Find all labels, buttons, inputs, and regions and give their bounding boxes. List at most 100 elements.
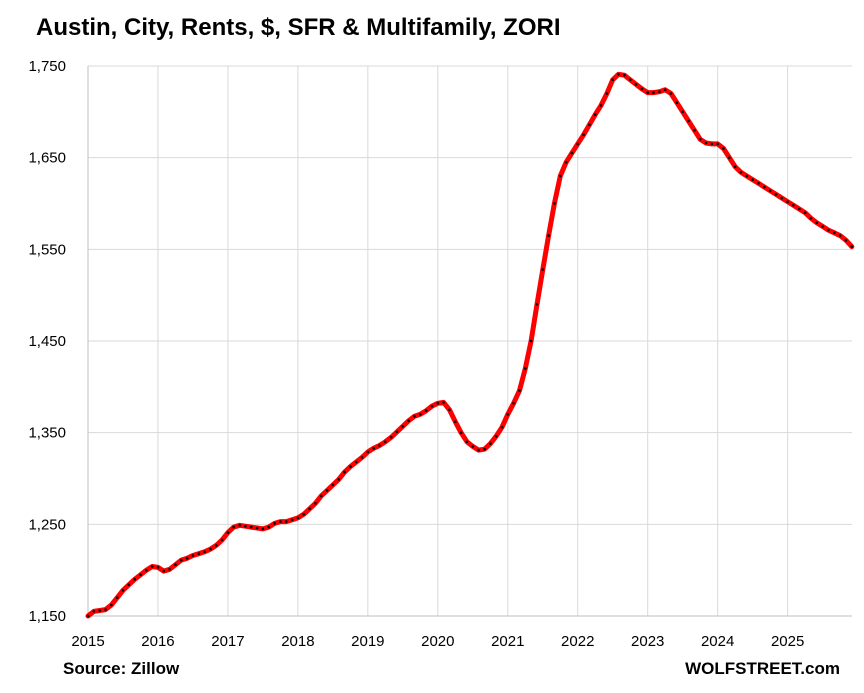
- data-point: [553, 202, 556, 205]
- data-point: [249, 525, 253, 529]
- source-note: Source: Zillow: [63, 659, 180, 678]
- data-point: [751, 178, 754, 181]
- x-tick-label: 2019: [351, 633, 384, 650]
- data-point: [395, 430, 399, 434]
- y-tick-label: 1,250: [28, 516, 66, 533]
- data-point: [273, 522, 276, 525]
- data-point: [669, 92, 673, 95]
- data-point: [634, 83, 638, 86]
- data-point: [220, 538, 224, 542]
- data-point: [477, 448, 480, 452]
- data-point: [559, 174, 562, 178]
- data-point: [226, 531, 230, 534]
- data-point: [454, 420, 457, 424]
- data-point: [302, 513, 306, 516]
- data-point: [174, 563, 177, 566]
- data-point: [687, 119, 690, 123]
- data-point: [319, 494, 323, 498]
- y-tick-label: 1,650: [28, 150, 66, 167]
- data-point: [419, 413, 422, 416]
- x-tick-label: 2025: [771, 633, 804, 650]
- data-point: [663, 88, 667, 92]
- data-point: [489, 442, 492, 446]
- data-point: [564, 161, 568, 164]
- data-point: [104, 608, 107, 611]
- data-point: [343, 470, 346, 474]
- data-point: [792, 204, 795, 207]
- data-point: [733, 165, 737, 169]
- data-point: [483, 447, 486, 451]
- y-tick-labels: 1,150 1,250 1,350 1,450 1,550 1,650 1,750: [28, 58, 66, 625]
- data-point: [191, 554, 195, 557]
- data-point: [599, 104, 603, 107]
- series-rent: [85, 71, 855, 619]
- x-tick-label: 2018: [281, 633, 314, 650]
- data-point: [704, 141, 708, 145]
- data-point: [308, 507, 311, 511]
- data-point: [739, 171, 743, 174]
- data-point: [675, 101, 679, 104]
- gridlines: [88, 65, 852, 617]
- data-point: [378, 444, 381, 447]
- data-point: [512, 402, 515, 405]
- y-tick-label: 1,350: [28, 425, 66, 442]
- data-point: [360, 456, 364, 459]
- data-point: [582, 133, 585, 137]
- data-point: [110, 603, 113, 607]
- data-point: [500, 425, 504, 429]
- data-point: [337, 478, 341, 481]
- data-point: [728, 156, 731, 159]
- data-point: [780, 196, 784, 200]
- data-point: [798, 207, 801, 211]
- data-point: [768, 189, 772, 192]
- data-point: [284, 520, 288, 523]
- data-point: [448, 408, 451, 412]
- x-tick-label: 2015: [71, 633, 104, 650]
- data-point: [617, 73, 620, 76]
- data-point: [150, 565, 154, 568]
- x-tick-label: 2023: [631, 633, 664, 650]
- data-point: [180, 558, 183, 562]
- data-point: [115, 596, 119, 599]
- data-point: [168, 568, 171, 571]
- data-point: [442, 401, 445, 404]
- series-line: [85, 71, 855, 619]
- data-point: [640, 87, 644, 91]
- data-point: [524, 367, 527, 370]
- data-point: [372, 447, 376, 450]
- data-point: [413, 414, 416, 418]
- data-point: [261, 527, 265, 531]
- x-tick-label: 2022: [561, 633, 594, 650]
- data-point: [203, 550, 206, 554]
- data-point: [588, 123, 591, 126]
- data-point: [821, 225, 824, 228]
- data-point: [471, 445, 475, 448]
- data-point: [232, 525, 235, 529]
- data-point: [121, 589, 125, 592]
- chart-title: Austin, City, Rents, $, SFR & Multifamil…: [36, 14, 561, 41]
- data-point: [86, 614, 90, 618]
- data-point: [570, 151, 574, 155]
- data-point: [98, 609, 101, 612]
- data-point: [436, 402, 440, 405]
- data-point: [354, 460, 358, 464]
- data-point: [827, 228, 830, 232]
- data-point: [605, 92, 609, 95]
- data-point: [838, 234, 842, 237]
- data-point: [366, 450, 370, 454]
- data-point: [127, 583, 131, 587]
- data-point: [465, 440, 469, 444]
- y-tick-label: 1,150: [28, 608, 66, 625]
- data-point: [710, 142, 714, 146]
- x-tick-label: 2021: [491, 633, 524, 650]
- data-point: [255, 526, 259, 530]
- data-point: [279, 520, 282, 523]
- data-point: [401, 425, 405, 428]
- data-point: [325, 489, 329, 492]
- data-point: [424, 409, 428, 413]
- x-tick-label: 2024: [701, 633, 734, 650]
- x-tick-label: 2017: [211, 633, 244, 650]
- data-point: [459, 431, 463, 435]
- data-point: [541, 268, 545, 271]
